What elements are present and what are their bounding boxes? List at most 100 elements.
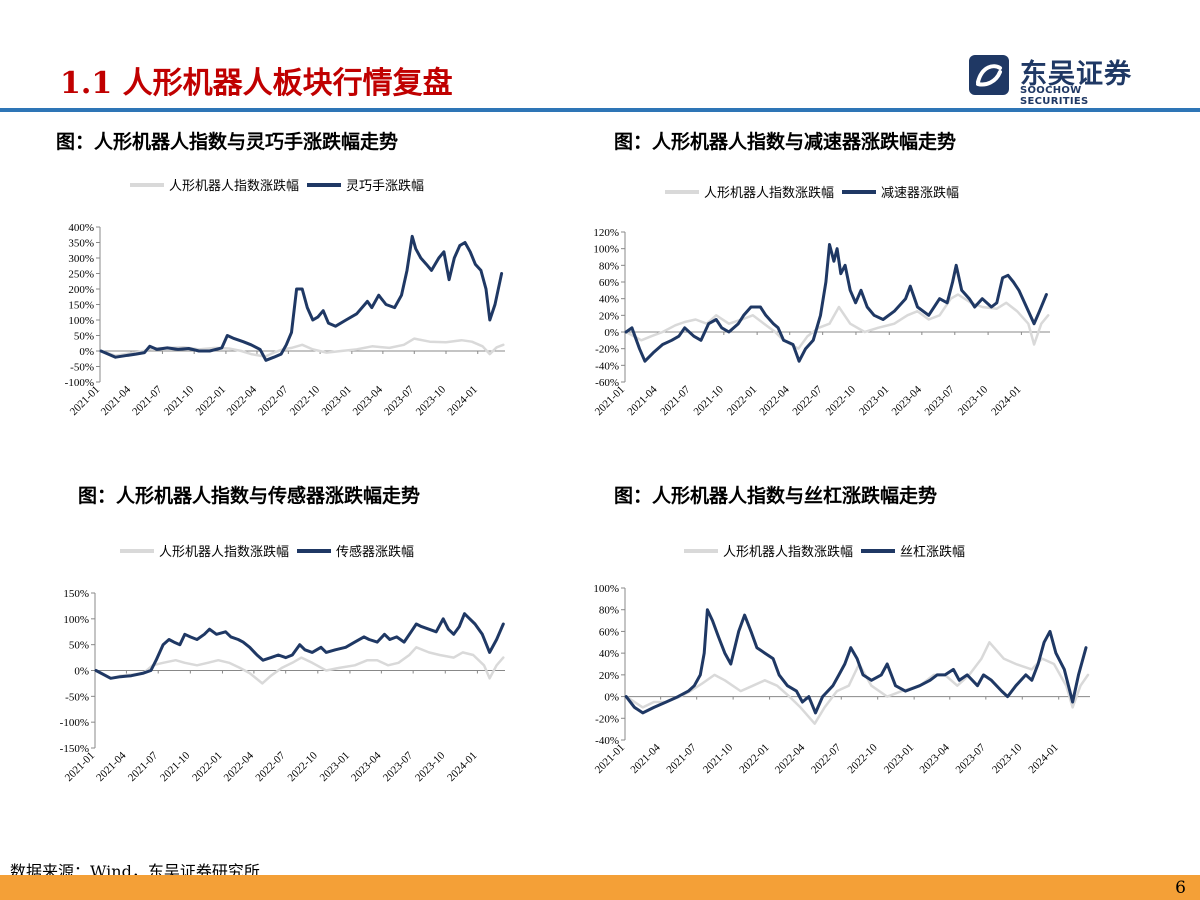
x-tick-label: 2023-07 <box>922 383 957 418</box>
y-tick-label: 100% <box>593 244 619 256</box>
x-tick-label: 2023-04 <box>351 383 386 418</box>
x-tick-label: 2023-01 <box>882 742 916 776</box>
line-chart-reducer: -60% -40% -20% 0% 20% 40% 60% 80% 100% 120% 2021-0… <box>593 227 1050 418</box>
chart-legend: 人形机器人指数涨跌幅 减速器涨跌幅 <box>665 182 959 201</box>
chart-legend: 人形机器人指数涨跌幅 传感器涨跌幅 <box>120 541 414 560</box>
x-tick-label: 2021-07 <box>664 741 699 776</box>
y-tick-label: 100% <box>63 614 89 626</box>
y-tick-label: 50% <box>74 331 94 343</box>
x-tick-label: 2022-10 <box>286 749 321 784</box>
chart-title: 图：人形机器人指数与传感器涨跌幅走势 <box>78 485 421 507</box>
y-tick-label: -100% <box>60 717 89 729</box>
x-tick-label: 2021-07 <box>658 383 693 418</box>
x-tick-label: 2022-07 <box>809 741 844 776</box>
y-tick-label: 0% <box>74 666 89 678</box>
legend-label: 减速器涨跌幅 <box>881 186 960 201</box>
x-tick-label: 2021-04 <box>94 749 129 784</box>
x-tick-label: 2023-01 <box>320 384 354 418</box>
y-tick-label: 20% <box>599 310 619 322</box>
y-tick-label: -40% <box>595 360 619 372</box>
y-tick-label: 250% <box>68 269 94 281</box>
x-tick-label: 2022-07 <box>253 749 288 784</box>
x-tick-label: 2021-07 <box>126 749 161 784</box>
legend-item-reducer: 减速器涨跌幅 <box>842 182 959 201</box>
series-line-component <box>99 234 504 362</box>
x-tick-label: 2022-10 <box>824 383 859 418</box>
x-tick-label: 2022-01 <box>194 384 228 418</box>
x-tick-label: 2021-10 <box>158 749 193 784</box>
x-tick-label: 2024-01 <box>445 384 479 418</box>
legend-label: 人形机器人指数涨跌幅 <box>704 186 835 201</box>
chart-title: 图：人形机器人指数与减速器涨跌幅走势 <box>614 131 957 153</box>
x-tick-label: 2023-07 <box>382 383 417 418</box>
x-tick-label: 2022-04 <box>225 383 260 418</box>
page-title: 1.1 人形机器人板块行情复盘 <box>60 66 453 101</box>
y-tick-label: -50% <box>65 691 89 703</box>
y-tick-label: -60% <box>595 377 619 389</box>
x-tick-label: 2022-01 <box>737 742 771 776</box>
x-tick-label: 2024-01 <box>1026 742 1060 776</box>
x-tick-label: 2023-01 <box>318 750 352 784</box>
legend-label: 灵巧手涨跌幅 <box>346 179 425 194</box>
x-tick-label: 2021-07 <box>130 383 165 418</box>
x-tick-label: 2021-10 <box>162 383 197 418</box>
logo-chinese-text: 东吴证券 <box>1020 59 1132 90</box>
x-tick-label: 2023-01 <box>857 384 891 418</box>
x-tick-label: 2022-07 <box>256 383 291 418</box>
company-logo: 东吴证券 SOOCHOW SECURITIES <box>968 54 1148 107</box>
footer-bar <box>0 875 1200 900</box>
legend-item-screw: 丝杠涨跌幅 <box>861 541 965 560</box>
series-line-component <box>94 612 505 680</box>
line-chart-sensor: -150%-100%-50%0%50%100%150%2021-012021-0… <box>60 588 505 784</box>
legend-label: 传感器涨跌幅 <box>336 545 415 560</box>
x-tick-label: 2023-07 <box>381 749 416 784</box>
x-tick-label: 2022-04 <box>757 383 792 418</box>
y-tick-label: 60% <box>599 277 619 289</box>
y-tick-label: 150% <box>68 300 94 312</box>
y-tick-label: 400% <box>68 222 94 234</box>
y-tick-label: -150% <box>60 743 89 755</box>
line-chart-screw: -40%-20%0%20%40%60%80%100%2021-01 2021-04… <box>593 583 1090 776</box>
series-line-component <box>624 608 1088 715</box>
y-tick-label: -20% <box>595 713 619 725</box>
y-tick-label: 40% <box>599 648 619 660</box>
x-tick-label: 2022-07 <box>790 383 825 418</box>
y-tick-label: 0% <box>604 692 619 704</box>
y-tick-label: 120% <box>593 227 619 239</box>
x-tick-label: 2022-04 <box>773 741 808 776</box>
y-tick-label: 0% <box>604 327 619 339</box>
legend-label: 人形机器人指数涨跌幅 <box>159 545 290 560</box>
x-tick-label: 2021-10 <box>701 741 736 776</box>
y-tick-label: -40% <box>595 735 619 747</box>
series-line-index <box>94 646 505 685</box>
header-divider <box>0 108 1200 112</box>
y-tick-label: 300% <box>68 253 94 265</box>
x-tick-label: 2022-01 <box>725 384 759 418</box>
y-tick-label: 80% <box>599 605 619 617</box>
y-tick-label: 50% <box>69 640 89 652</box>
x-tick-label: 2023-10 <box>990 741 1025 776</box>
chart-legend: 人形机器人指数涨跌幅 灵巧手涨跌幅 <box>130 175 424 194</box>
x-tick-label: 2023-10 <box>956 383 991 418</box>
x-tick-label: 2021-04 <box>628 741 663 776</box>
y-tick-label: 40% <box>599 294 619 306</box>
y-tick-label: 20% <box>599 670 619 682</box>
legend-item-index: 人形机器人指数涨跌幅 <box>130 175 299 194</box>
x-tick-label: 2023-10 <box>413 749 448 784</box>
x-tick-label: 2021-10 <box>692 383 727 418</box>
chart-legend: 人形机器人指数涨跌幅 丝杠涨跌幅 <box>684 541 965 560</box>
chart-title: 图：人形机器人指数与丝杠涨跌幅走势 <box>614 485 938 507</box>
x-tick-label: 2023-10 <box>414 383 449 418</box>
y-tick-label: 100% <box>593 583 619 595</box>
y-tick-label: 100% <box>68 315 94 327</box>
y-tick-label: 0% <box>79 346 94 358</box>
legend-item-index: 人形机器人指数涨跌幅 <box>120 541 289 560</box>
x-tick-label: 2021-04 <box>99 383 134 418</box>
y-tick-label: -50% <box>70 362 94 374</box>
y-tick-label: -20% <box>595 344 619 356</box>
legend-item-index: 人形机器人指数涨跌幅 <box>665 182 834 201</box>
x-tick-label: 2024-01 <box>989 384 1023 418</box>
legend-item-sensor: 传感器涨跌幅 <box>297 541 414 560</box>
legend-label: 人形机器人指数涨跌幅 <box>169 179 300 194</box>
logo-english-text: SOOCHOW SECURITIES <box>1020 85 1089 107</box>
